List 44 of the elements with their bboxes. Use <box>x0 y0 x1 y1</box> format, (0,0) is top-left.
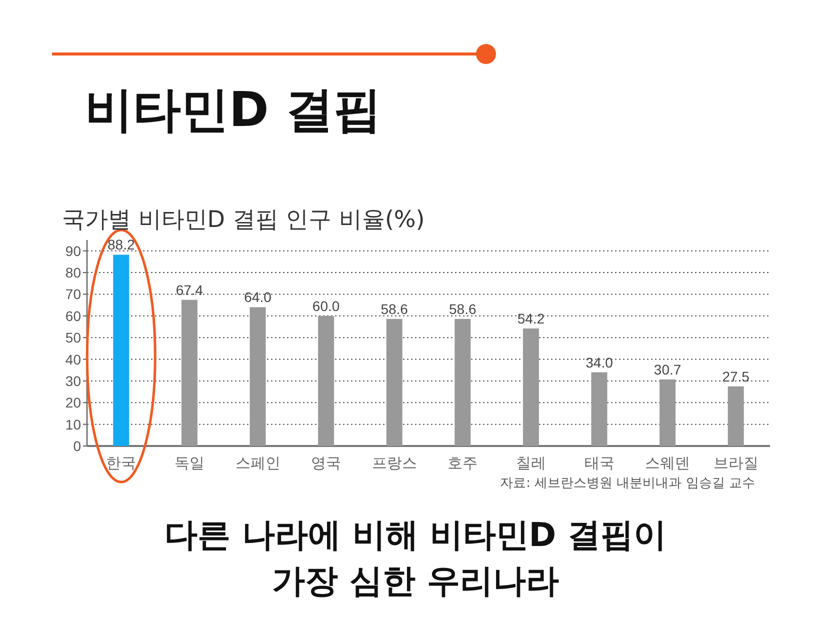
bar <box>181 300 198 446</box>
bar <box>386 318 402 446</box>
bar <box>318 316 334 446</box>
x-tick-label: 독일 <box>174 454 204 472</box>
bar <box>660 379 676 446</box>
y-tick-label: 80 <box>65 264 82 281</box>
x-tick-label: 호주 <box>448 454 478 472</box>
text: 다른 나라에 비해 비타민D 결핍이 가장 심한 우리나라 <box>163 514 668 602</box>
data-label: 58.6 <box>449 300 476 317</box>
y-tick-label: 70 <box>65 286 82 302</box>
x-tick-label: 한국 <box>106 454 136 472</box>
data-label: 34.0 <box>586 354 614 370</box>
y-tick-label: 30 <box>65 372 82 389</box>
x-tick-label: 영국 <box>311 454 342 472</box>
x-tick-label: 브라질 <box>713 454 758 472</box>
chart-title: 비타민D 결핍 <box>85 81 382 140</box>
chart-subtitle: 국가별 비타민D 결핍 인구 비율(%) <box>62 206 425 235</box>
x-tick-label: 태국 <box>584 454 614 472</box>
bar <box>250 307 266 446</box>
data-label: 30.7 <box>654 361 682 378</box>
data-label: 27.5 <box>722 368 750 384</box>
x-tick-label: 스페인 <box>235 454 280 472</box>
bar <box>522 328 539 446</box>
y-tick-label: 40 <box>65 351 82 368</box>
data-label: 58.6 <box>380 300 408 317</box>
data-label: 54.2 <box>517 310 545 326</box>
y-tick-label: 60 <box>65 308 82 324</box>
x-tick-label: 스웨덴 <box>645 454 690 472</box>
data-label: 60.0 <box>312 298 340 314</box>
text: 자료: 세브란스병원 내분비내과 임승길 교수 <box>500 475 755 492</box>
x-tick-label: 칠레 <box>516 454 546 472</box>
bar <box>454 318 471 446</box>
bar <box>728 386 744 446</box>
bar <box>591 372 608 446</box>
y-tick-label: 50 <box>65 330 82 346</box>
data-label: 88.2 <box>108 236 135 253</box>
data-label: 67.4 <box>176 282 204 298</box>
data-label: 64.0 <box>244 289 272 306</box>
y-tick-label: 10 <box>65 416 82 432</box>
x-tick-label: 프랑스 <box>372 454 417 472</box>
y-tick-label: 0 <box>73 438 82 454</box>
bar <box>113 254 130 446</box>
y-tick-label: 90 <box>65 242 82 259</box>
y-tick-label: 20 <box>65 394 82 411</box>
